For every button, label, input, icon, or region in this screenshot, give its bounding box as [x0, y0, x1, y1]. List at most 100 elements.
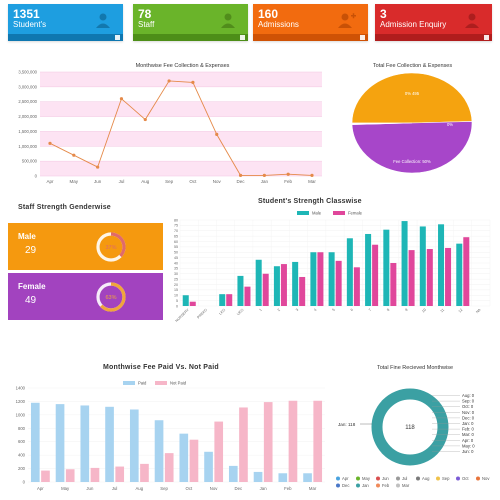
y-tick-label: 25	[174, 277, 178, 281]
legend-label: Apr	[342, 476, 349, 481]
donut-slice-label: Jan: 118	[338, 422, 356, 427]
x-tick-label: Sep	[165, 179, 174, 184]
x-tick-label: Oct	[189, 179, 197, 184]
x-tick-label: Feb	[284, 179, 292, 184]
strength-bar-male	[255, 259, 262, 306]
strength-bar-female	[189, 301, 196, 306]
donut-slice-label: Jun: 0	[462, 449, 474, 454]
y-tick-label: 1200	[16, 399, 26, 404]
pie-slice-label: 0%	[447, 122, 453, 127]
admissions-count: 160	[258, 7, 279, 21]
grid-band	[40, 161, 322, 176]
card-toggle-icon[interactable]	[484, 35, 489, 40]
enquiry-count: 3	[380, 7, 387, 21]
x-tick-label: Sep	[160, 486, 168, 491]
y-tick-label: 40	[174, 261, 178, 265]
strength-bar-female	[244, 286, 251, 306]
admissions-label: Admissions	[258, 20, 299, 29]
card-toggle-icon[interactable]	[115, 35, 120, 40]
strength-bar-female	[317, 252, 324, 306]
legend-swatch	[356, 483, 360, 488]
y-tick-label: 800	[18, 426, 26, 431]
y-tick-label: 15	[174, 288, 178, 292]
y-tick-label: 60	[174, 240, 178, 244]
card-toggle-icon[interactable]	[360, 35, 365, 40]
fee-pie-chart: 0% 495 Fee Collection: 50% 0%	[351, 72, 473, 174]
x-tick-label: 11	[440, 308, 445, 313]
paid-bar-paid	[154, 420, 164, 482]
male-staff-card: Male 29 37%	[8, 223, 163, 270]
donut-slice-label: May: 0	[462, 443, 475, 448]
y-tick-label: 80	[174, 218, 178, 222]
x-tick-label: Jan	[261, 179, 269, 184]
y-tick-label: 75	[174, 224, 178, 228]
x-tick-label: Aug	[141, 179, 150, 184]
paid-bar-not-paid	[164, 453, 174, 482]
paid-bar-paid	[204, 451, 213, 482]
paid-bar-not-paid	[288, 400, 298, 482]
paid-bar-not-paid	[313, 400, 323, 482]
x-tick-label: 8	[386, 308, 390, 312]
legend-label: Not Paid	[170, 381, 187, 386]
x-tick-label: Jul	[112, 486, 118, 491]
strength-bar-male	[237, 275, 244, 306]
pie-slice-label: Fee Collection: 50%	[393, 159, 431, 164]
x-tick-label: Nov	[213, 179, 222, 184]
y-tick-label: 400	[18, 453, 26, 458]
user-icon	[221, 13, 235, 28]
grid-band	[40, 72, 322, 87]
admissions-card[interactable]: 160 Admissions	[253, 4, 368, 41]
strength-bar-female	[353, 267, 360, 306]
y-tick-label: 55	[174, 245, 178, 249]
y-tick-label: 3,000,000	[18, 84, 37, 89]
x-tick-label: 3	[295, 308, 299, 312]
user-icon	[96, 13, 110, 28]
y-tick-label: 500,000	[22, 159, 38, 164]
legend-swatch	[123, 381, 135, 385]
students-card[interactable]: 1351 Student's	[8, 4, 123, 41]
donut-slice-label: Nov: 0	[462, 410, 475, 415]
fee-data-point	[167, 79, 171, 83]
x-tick-label: 5	[331, 308, 335, 312]
legend-label: Jul	[402, 476, 407, 481]
fee-data-point	[215, 132, 219, 136]
male-count: 29	[25, 245, 37, 256]
strength-bar-female	[372, 244, 379, 306]
pie-slice	[351, 122, 413, 125]
x-tick-label: Mar	[309, 486, 317, 491]
strength-bar-male	[438, 224, 445, 306]
fee-data-point	[72, 153, 76, 157]
staff-gender-title: Staff Strength Genderwise	[18, 204, 111, 211]
donut-slice-label: Dec: 0	[462, 415, 475, 420]
ring-percent-label: 37%	[105, 245, 116, 251]
legend-label: Nov	[482, 476, 490, 481]
grid-band	[40, 131, 322, 147]
staff-card[interactable]: 78 Staff	[133, 4, 248, 41]
y-tick-label: 20	[174, 283, 178, 287]
pie-chart-title: Total Fee Collection & Expenses	[372, 63, 453, 69]
ring-percent-label: 63%	[105, 295, 116, 301]
legend-swatch	[297, 211, 309, 215]
fee-data-point	[310, 173, 314, 178]
strength-chart-title: Student's Strength Classwise	[258, 198, 362, 205]
paid-bar-not-paid	[214, 421, 224, 482]
card-toggle-icon[interactable]	[240, 35, 245, 40]
paid-bar-not-paid	[115, 466, 125, 482]
y-tick-label: 1,000,000	[18, 144, 37, 149]
strength-bar-female	[445, 247, 452, 306]
donut-slice-label: Mar: 0	[462, 432, 475, 437]
x-tick-label: Dec	[235, 486, 243, 491]
strength-bar-male	[419, 226, 426, 306]
paid-bar-not-paid	[140, 463, 149, 482]
y-tick-label: 1000	[16, 412, 26, 417]
x-tick-label: 10	[421, 308, 427, 314]
x-tick-label: 9	[404, 308, 408, 312]
user-icon	[465, 13, 479, 28]
enquiry-card[interactable]: 3 Admission Enquiry	[375, 4, 492, 41]
strength-bar-male	[310, 252, 317, 306]
x-tick-label: 6	[350, 308, 354, 312]
donut-slice-label: Oct: 0	[462, 404, 474, 409]
grid-band	[40, 101, 322, 117]
x-tick-label: Apr	[37, 486, 44, 491]
x-tick-label: Apr	[46, 179, 54, 184]
